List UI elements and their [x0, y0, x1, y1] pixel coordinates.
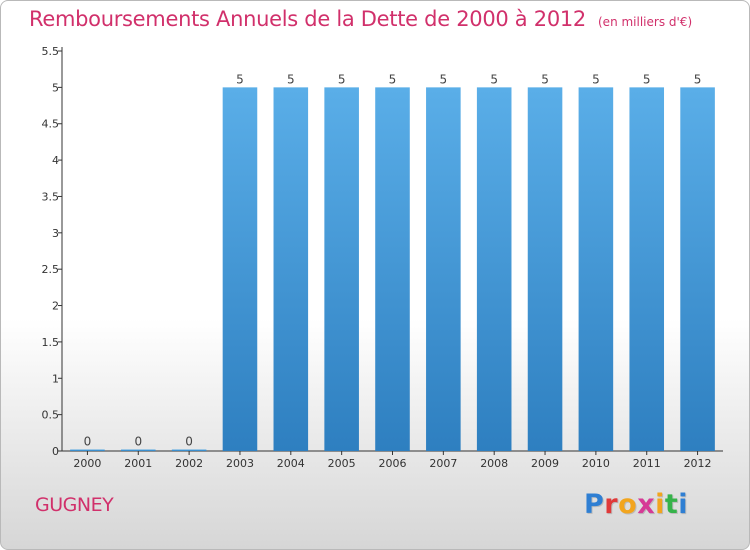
x-tick-label: 2007 — [429, 457, 457, 470]
data-label: 5 — [338, 72, 346, 86]
data-label: 5 — [643, 72, 651, 86]
x-tick-label: 2006 — [379, 457, 407, 470]
data-label: 5 — [490, 72, 498, 86]
y-tick-label: 0.5 — [42, 409, 60, 422]
bar-2005[interactable] — [324, 87, 359, 451]
bar-2009[interactable] — [527, 87, 563, 451]
logo-letter: x — [637, 489, 656, 520]
data-label: 0 — [84, 435, 92, 449]
chart-title: Remboursements Annuels de la Dette de 20… — [29, 7, 692, 31]
bar-2006[interactable] — [375, 87, 410, 451]
data-label: 5 — [694, 72, 702, 86]
data-label: 5 — [440, 72, 448, 86]
data-label: 5 — [236, 72, 244, 86]
data-label: 0 — [134, 435, 142, 449]
bar-2002[interactable] — [171, 449, 207, 452]
data-label: 5 — [389, 72, 397, 86]
y-tick-label: 5 — [52, 81, 59, 94]
logo-letter: i — [678, 489, 689, 520]
bar-2011[interactable] — [629, 87, 665, 451]
data-label: 5 — [541, 72, 549, 86]
x-tick-label: 2003 — [226, 457, 254, 470]
chart-unit: (en milliers d'€) — [598, 15, 693, 29]
logo-letter: P — [584, 489, 605, 520]
y-tick-label: 2.5 — [42, 263, 60, 276]
chart-title-text: Remboursements Annuels de la Dette de 20… — [29, 7, 586, 31]
bar-2012[interactable] — [680, 87, 715, 451]
x-tick-label: 2002 — [175, 457, 203, 470]
x-tick-label: 2010 — [582, 457, 610, 470]
bar-2003[interactable] — [222, 87, 258, 451]
x-tick-label: 2012 — [684, 457, 712, 470]
labels-layer: 2000 0 2001 0 2002 0 2003 5 2004 5 2005 5 2006 5 2007 5… — [73, 72, 711, 470]
y-tick-label: 3 — [52, 227, 59, 240]
x-tick-label: 2008 — [480, 457, 508, 470]
data-label: 5 — [287, 72, 295, 86]
x-tick-label: 2004 — [277, 457, 305, 470]
commune-name: GUGNEY — [35, 494, 114, 516]
y-tick-label: 1.5 — [42, 336, 60, 349]
logo-letter: r — [604, 489, 619, 520]
axis-layer: 0 0.5 1 1.5 2 2.5 3 3.5 4 4.5 5 5.5 — [42, 45, 723, 458]
logo-letter: t — [664, 489, 679, 520]
bar-2000[interactable] — [70, 449, 105, 452]
logo-letter: i — [655, 489, 665, 520]
y-tick-label: 4 — [52, 154, 59, 167]
x-tick-label: 2000 — [73, 457, 101, 470]
logo-letter: o — [618, 489, 638, 520]
bar-2010[interactable] — [578, 87, 614, 451]
y-tick-label: 1 — [52, 372, 59, 385]
y-tick-label: 3.5 — [42, 190, 60, 203]
bar-2008[interactable] — [476, 87, 512, 451]
data-label: 5 — [592, 72, 600, 86]
y-tick-label: 4.5 — [42, 118, 60, 131]
x-tick-label: 2001 — [124, 457, 152, 470]
y-tick-label: 2 — [52, 300, 59, 313]
bar-2004[interactable] — [273, 87, 309, 451]
bar-2007[interactable] — [426, 87, 461, 451]
y-tick-label: 0 — [52, 445, 59, 458]
y-tick-label: 5.5 — [42, 45, 60, 58]
bars-layer — [70, 87, 715, 451]
x-tick-label: 2005 — [328, 457, 356, 470]
x-tick-label: 2009 — [531, 457, 559, 470]
bar-2001[interactable] — [120, 449, 156, 452]
data-label: 0 — [185, 435, 193, 449]
proxiti-logo[interactable]: Proxiti — [584, 489, 688, 520]
x-tick-label: 2011 — [633, 457, 661, 470]
